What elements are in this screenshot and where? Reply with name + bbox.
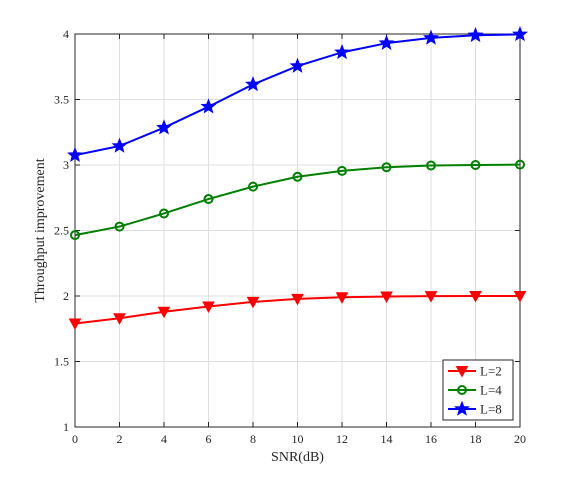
y-axis-label: Throughput improvement: [33, 158, 48, 302]
legend-item: L=2: [448, 364, 502, 379]
series-line: [74, 163, 521, 237]
legend-label: L=4: [480, 383, 502, 398]
x-tick-label: 18: [470, 432, 482, 446]
y-tick-label: 4: [63, 27, 69, 41]
data-point: [337, 165, 347, 176]
data-point: [245, 76, 261, 92]
data-point: [292, 171, 303, 182]
data-point: [469, 291, 482, 303]
legend-label: L=2: [480, 364, 502, 379]
data-point: [156, 119, 172, 135]
data-point: [202, 301, 215, 314]
legend: L=2 L=4 L=8: [442, 359, 514, 421]
x-tick-label: 4: [161, 432, 167, 446]
data-point: [114, 221, 125, 232]
legend-marker: [457, 385, 467, 395]
data-point: [381, 162, 392, 173]
legend-marker: [455, 366, 469, 378]
data-point: [423, 29, 439, 45]
x-axis-label: SNR(dB): [271, 450, 324, 465]
data-point: [246, 296, 260, 309]
legend-item: L=4: [448, 383, 502, 398]
data-point: [67, 146, 83, 162]
data-point: [113, 313, 126, 325]
data-point: [289, 57, 306, 73]
series-l-4: [70, 159, 525, 241]
data-point: [248, 181, 258, 192]
y-tick-label: 2.5: [54, 224, 69, 238]
data-point: [291, 293, 304, 306]
data-series: [67, 25, 528, 331]
data-point: [335, 292, 349, 304]
x-tick-label: 16: [425, 432, 437, 446]
data-point: [426, 160, 436, 171]
data-point: [200, 98, 217, 114]
legend-marker: [454, 400, 470, 416]
data-point: [70, 230, 80, 241]
y-tick-label: 2: [63, 289, 69, 303]
data-point: [334, 43, 350, 60]
axis-ticks: 0 2 4 6 8 10 12 14 16 18 20 1 1.5 2 2.5 3 3.5 4: [54, 27, 526, 446]
x-tick-label: 6: [206, 432, 212, 446]
x-tick-label: 8: [250, 432, 256, 446]
x-tick-label: 10: [292, 432, 304, 446]
data-point: [68, 318, 82, 331]
data-point: [157, 306, 171, 319]
data-point: [424, 291, 438, 303]
x-tick-label: 2: [117, 432, 123, 446]
data-point: [515, 159, 525, 170]
x-tick-label: 14: [381, 432, 393, 446]
x-tick-label: 20: [514, 432, 526, 446]
y-tick-label: 3: [63, 158, 69, 172]
y-tick-label: 1.5: [54, 355, 69, 369]
series-l-8: [67, 25, 528, 162]
y-tick-label: 1: [63, 420, 69, 434]
data-point: [470, 160, 481, 170]
legend-item: L=8: [448, 400, 502, 417]
x-tick-label: 12: [336, 432, 348, 446]
data-point: [512, 25, 528, 42]
x-tick-label: 0: [72, 432, 78, 446]
data-point: [380, 291, 393, 304]
data-point: [111, 137, 128, 153]
y-tick-label: 3.5: [54, 93, 69, 107]
data-point: [467, 26, 484, 43]
legend-label: L=8: [480, 402, 502, 417]
data-point: [378, 34, 395, 50]
data-point: [513, 291, 527, 303]
data-point: [203, 194, 214, 205]
series-l-2: [68, 291, 527, 331]
data-point: [159, 208, 169, 219]
